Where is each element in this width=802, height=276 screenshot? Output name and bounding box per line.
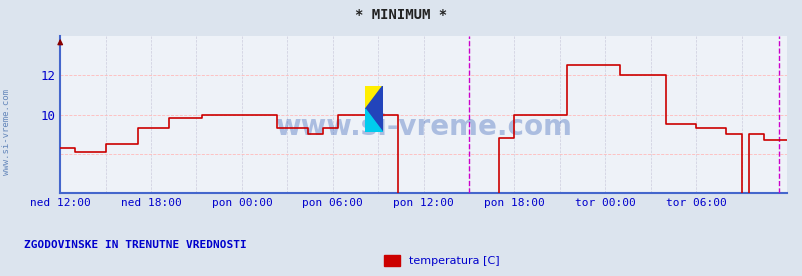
Polygon shape bbox=[365, 109, 383, 132]
Text: www.si-vreme.com: www.si-vreme.com bbox=[275, 113, 571, 141]
Text: ZGODOVINSKE IN TRENUTNE VREDNOSTI: ZGODOVINSKE IN TRENUTNE VREDNOSTI bbox=[24, 240, 246, 250]
Text: www.si-vreme.com: www.si-vreme.com bbox=[2, 89, 11, 176]
Polygon shape bbox=[365, 86, 383, 132]
Text: * MINIMUM *: * MINIMUM * bbox=[355, 8, 447, 22]
Legend: temperatura [C]: temperatura [C] bbox=[379, 250, 504, 270]
Polygon shape bbox=[365, 86, 383, 109]
